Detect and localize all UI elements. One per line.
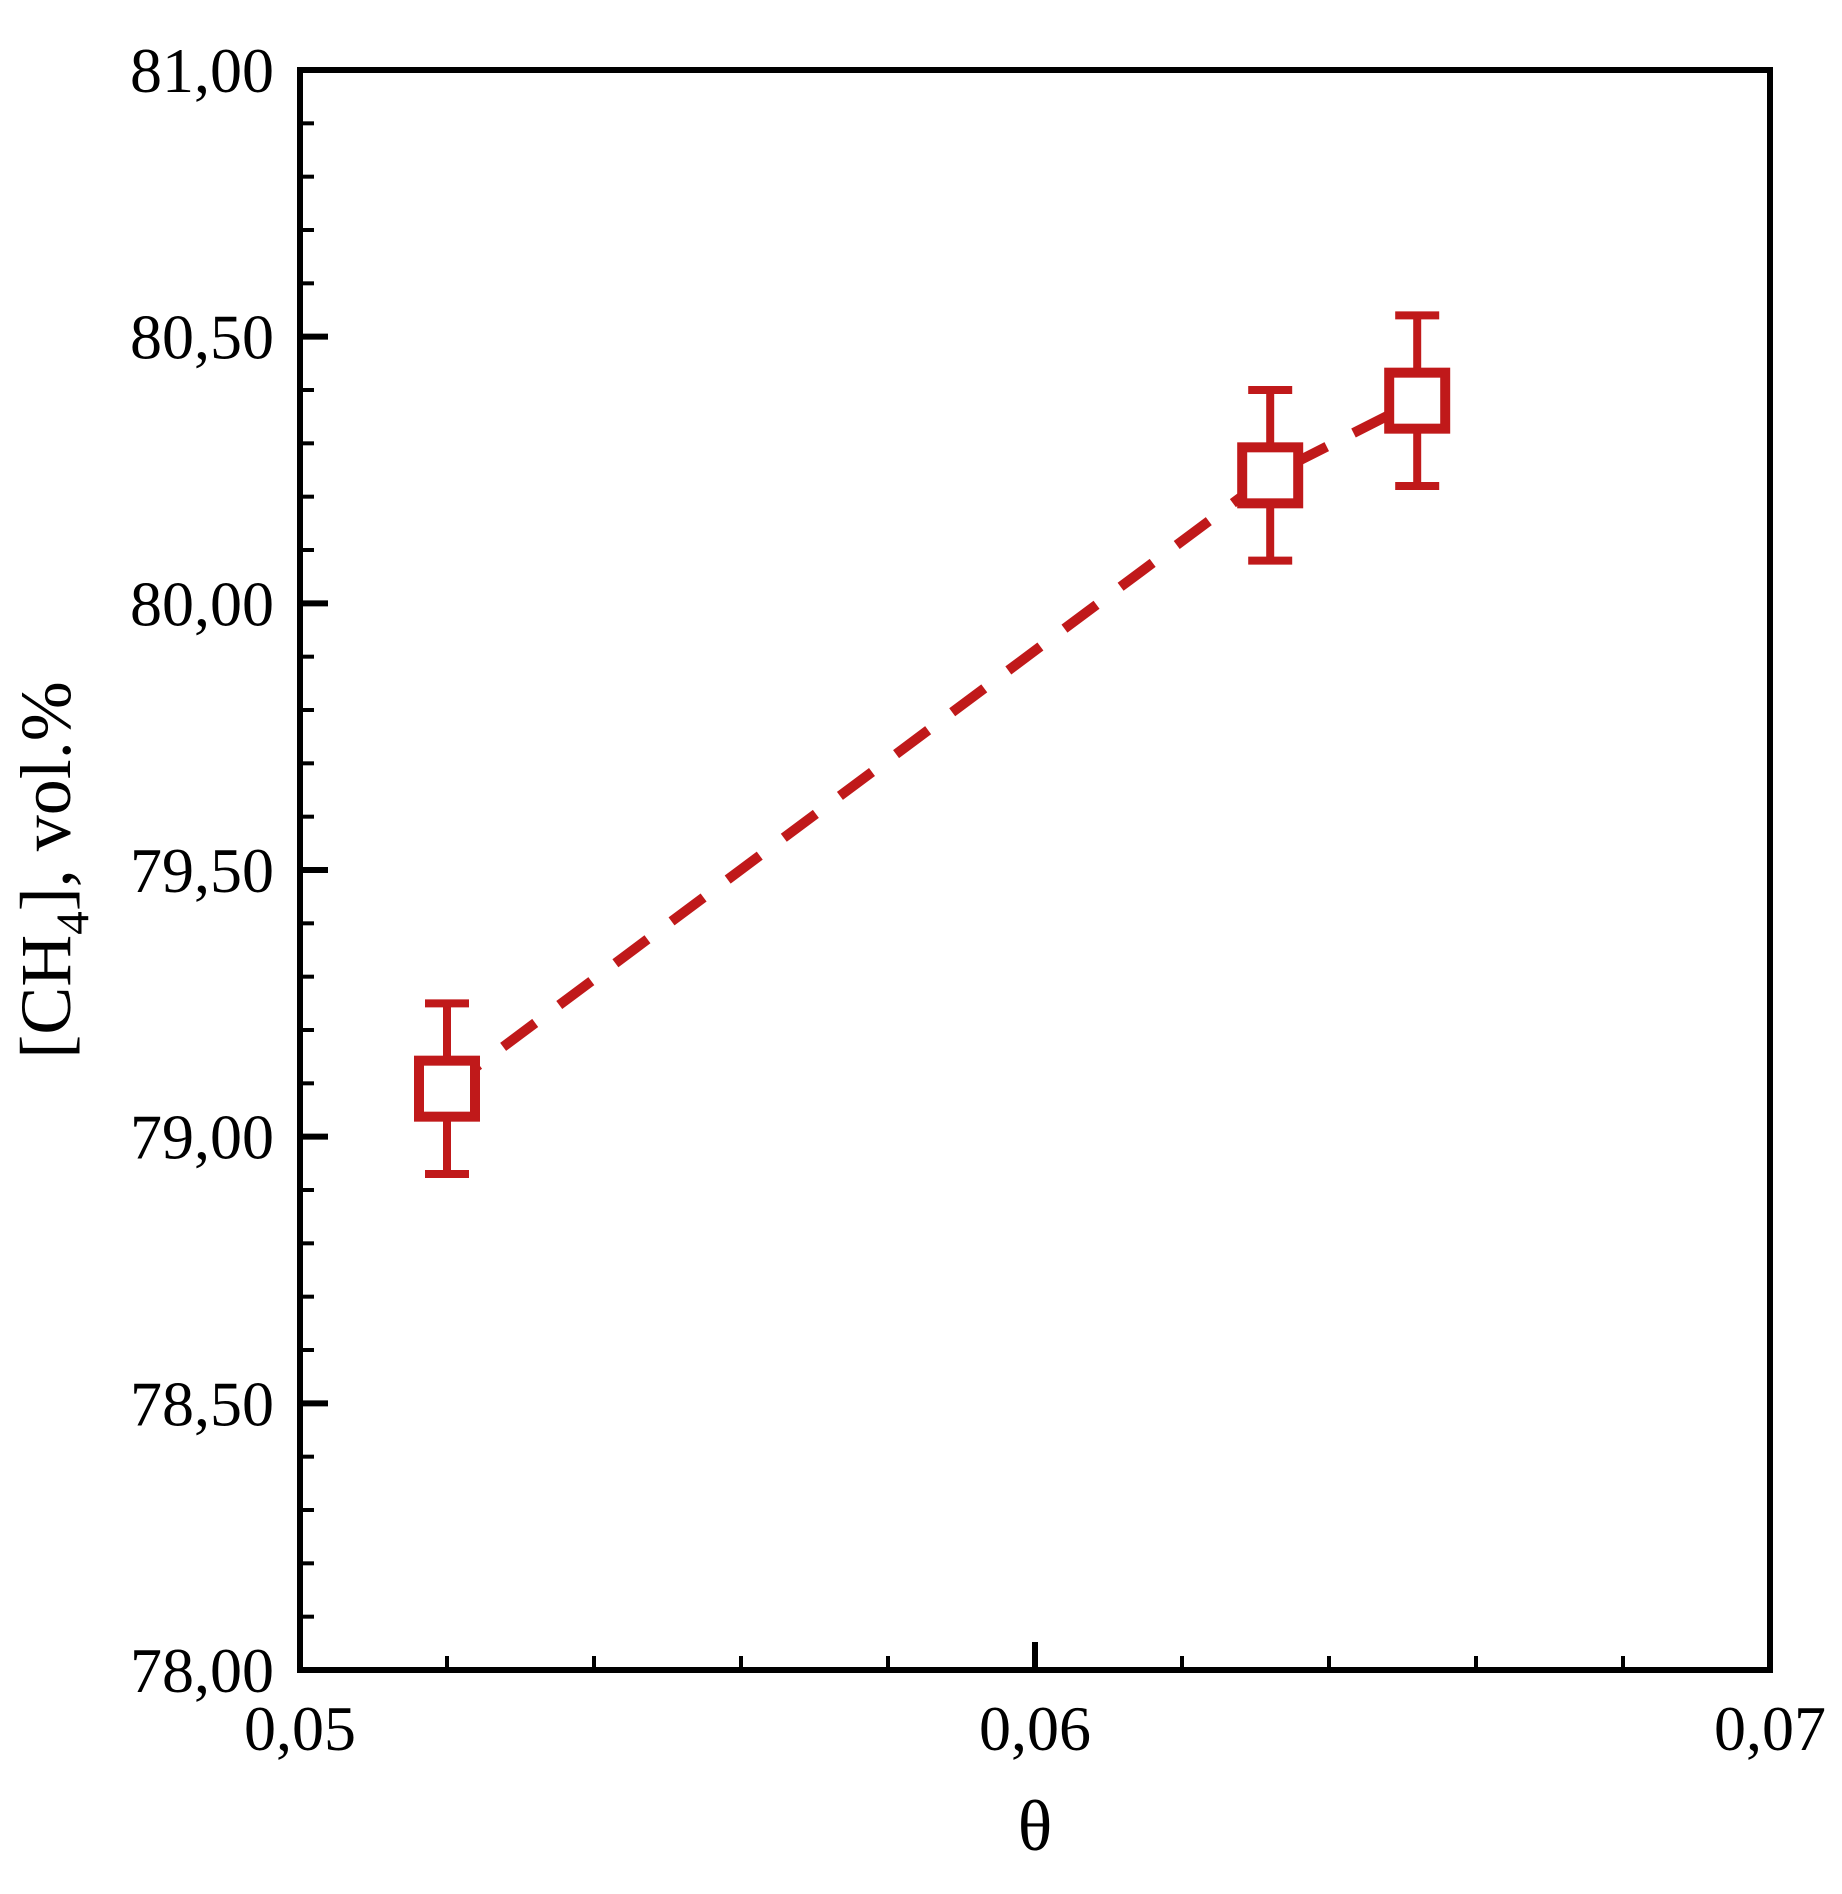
x-tick-label: 0,07	[1714, 1693, 1826, 1764]
x-axis-title: θ	[1018, 1786, 1053, 1866]
data-marker	[1242, 447, 1298, 503]
data-marker	[1389, 373, 1445, 429]
y-tick-label: 78,00	[130, 1635, 274, 1706]
y-tick-label: 80,00	[130, 568, 274, 639]
y-axis-title: [CH4], vol.%	[6, 681, 99, 1058]
y-tick-label: 81,00	[130, 35, 274, 106]
data-marker	[419, 1061, 475, 1117]
x-tick-label: 0,06	[979, 1693, 1091, 1764]
y-tick-label: 78,50	[130, 1368, 274, 1439]
y-tick-label: 79,00	[130, 1102, 274, 1173]
y-tick-label: 79,50	[130, 835, 274, 906]
chart-container: 0,050,060,0778,0078,5079,0079,5080,0080,…	[0, 0, 1842, 1894]
y-tick-label: 80,50	[130, 302, 274, 373]
chart-svg: 0,050,060,0778,0078,5079,0079,5080,0080,…	[0, 0, 1842, 1894]
